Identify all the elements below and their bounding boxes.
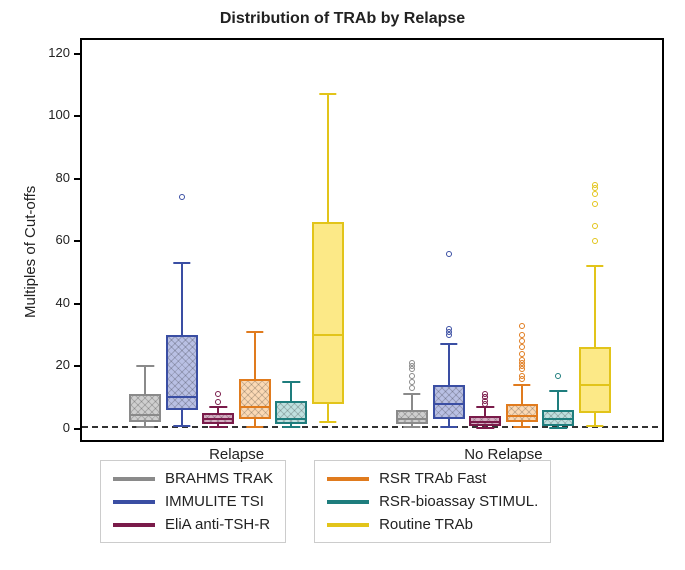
legend-label: BRAHMS TRAK bbox=[165, 470, 273, 487]
legend-column-right: RSR TRAb Fast RSR-bioassay STIMUL. Routine… bbox=[314, 460, 551, 543]
y-tick-label: 60 bbox=[36, 232, 70, 247]
y-tick-label: 120 bbox=[36, 45, 70, 60]
outlier bbox=[519, 332, 525, 338]
legend-item-routine: Routine TRAb bbox=[325, 513, 540, 536]
legend-item-rsrbio: RSR-bioassay STIMUL. bbox=[325, 490, 540, 513]
outlier bbox=[519, 373, 525, 379]
outlier bbox=[592, 223, 598, 229]
outlier bbox=[446, 251, 452, 257]
outlier bbox=[592, 182, 598, 188]
y-tick-label: 0 bbox=[36, 420, 70, 435]
x-group-label: No Relapse bbox=[433, 446, 573, 463]
legend-label: RSR TRAb Fast bbox=[379, 470, 486, 487]
y-tick-mark bbox=[74, 178, 80, 180]
outlier bbox=[519, 357, 525, 363]
y-tick-mark bbox=[74, 365, 80, 367]
y-tick-label: 20 bbox=[36, 357, 70, 372]
y-tick-mark bbox=[74, 115, 80, 117]
outlier bbox=[592, 238, 598, 244]
x-group-label: Relapse bbox=[167, 446, 307, 463]
legend-item-brahms: BRAHMS TRAK bbox=[111, 467, 275, 490]
legend-swatch bbox=[113, 523, 155, 527]
legend-column-left: BRAHMS TRAK IMMULITE TSI EliA anti-TSH-R bbox=[100, 460, 286, 543]
legend-item-elia: EliA anti-TSH-R bbox=[111, 513, 275, 536]
outlier bbox=[592, 201, 598, 207]
legend-swatch bbox=[113, 477, 155, 481]
legend-swatch bbox=[113, 500, 155, 504]
outlier bbox=[482, 391, 488, 397]
outlier bbox=[519, 323, 525, 329]
legend-swatch bbox=[327, 477, 369, 481]
legend-label: RSR-bioassay STIMUL. bbox=[379, 493, 538, 510]
y-tick-label: 100 bbox=[36, 107, 70, 122]
chart-title: Distribution of TRAb by Relapse bbox=[0, 10, 685, 28]
chart-container: { "canvas": { "width": 685, "height": 57… bbox=[0, 0, 685, 570]
outlier bbox=[179, 194, 185, 200]
outlier bbox=[409, 373, 415, 379]
y-tick-mark bbox=[74, 428, 80, 430]
legend-item-immulite: IMMULITE TSI bbox=[111, 490, 275, 513]
outlier bbox=[409, 379, 415, 385]
outlier bbox=[592, 191, 598, 197]
outlier bbox=[555, 373, 561, 379]
outlier bbox=[409, 385, 415, 391]
outlier bbox=[446, 326, 452, 332]
legend-label: Routine TRAb bbox=[379, 516, 473, 533]
y-tick-mark bbox=[74, 53, 80, 55]
legend-swatch bbox=[327, 500, 369, 504]
y-tick-mark bbox=[74, 303, 80, 305]
outlier bbox=[409, 360, 415, 366]
y-tick-mark bbox=[74, 240, 80, 242]
reference-line bbox=[82, 426, 658, 428]
outlier bbox=[519, 344, 525, 350]
legend-label: IMMULITE TSI bbox=[165, 493, 264, 510]
legend-item-rsrfast: RSR TRAb Fast bbox=[325, 467, 540, 490]
outlier bbox=[519, 351, 525, 357]
legend-label: EliA anti-TSH-R bbox=[165, 516, 270, 533]
outlier bbox=[215, 399, 221, 405]
outlier bbox=[519, 338, 525, 344]
outlier bbox=[215, 391, 221, 397]
legend-swatch bbox=[327, 523, 369, 527]
legend: BRAHMS TRAK IMMULITE TSI EliA anti-TSH-R R… bbox=[100, 460, 551, 543]
y-tick-label: 40 bbox=[36, 295, 70, 310]
y-tick-label: 80 bbox=[36, 170, 70, 185]
